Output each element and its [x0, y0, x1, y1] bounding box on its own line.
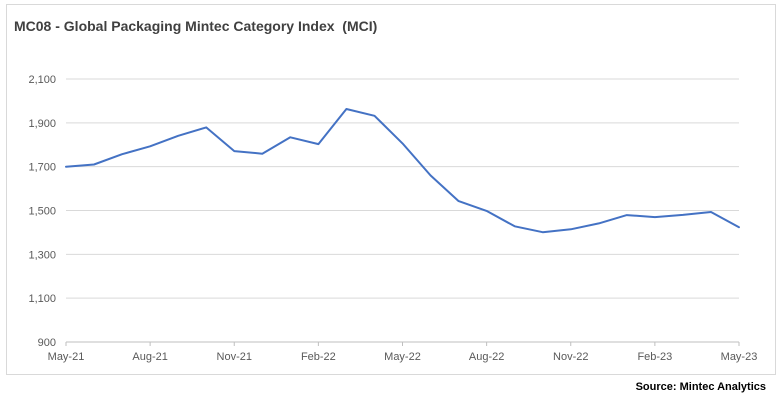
- chart-frame: [6, 4, 776, 375]
- x-tick-label: Nov-22: [553, 351, 588, 363]
- chart-title: MC08 - Global Packaging Mintec Category …: [14, 18, 378, 34]
- source-note: Source: Mintec Analytics: [635, 381, 766, 393]
- x-axis-tick-labels: May-21 Aug-21 Nov-21 Feb-22 May-22 Aug-22 Nov-…: [48, 342, 758, 363]
- x-tick-label: May-21: [48, 351, 85, 363]
- y-axis-tick-labels: 900 1,100 1,300 1,500 1,700 1,900 2,100: [28, 74, 56, 349]
- x-tick-label: Aug-21: [132, 351, 167, 363]
- x-tick-label: May-22: [384, 351, 421, 363]
- gridlines: [66, 78, 739, 343]
- series-lines: [65, 108, 740, 234]
- series-line: [65, 108, 740, 234]
- y-tick-label: 1,500: [28, 206, 56, 218]
- y-tick-label: 1,900: [28, 118, 56, 130]
- y-tick-label: 2,100: [28, 74, 56, 86]
- y-tick-label: 1,300: [28, 249, 56, 261]
- y-tick-label: 1,700: [28, 162, 56, 174]
- x-tick-label: Feb-22: [301, 351, 336, 363]
- y-tick-label: 900: [38, 337, 56, 349]
- x-tick-label: Feb-23: [637, 351, 672, 363]
- x-tick-label: Nov-21: [217, 351, 252, 363]
- y-tick-label: 1,100: [28, 293, 56, 305]
- x-tick-label: Aug-22: [469, 351, 504, 363]
- x-tick-label: May-23: [721, 351, 758, 363]
